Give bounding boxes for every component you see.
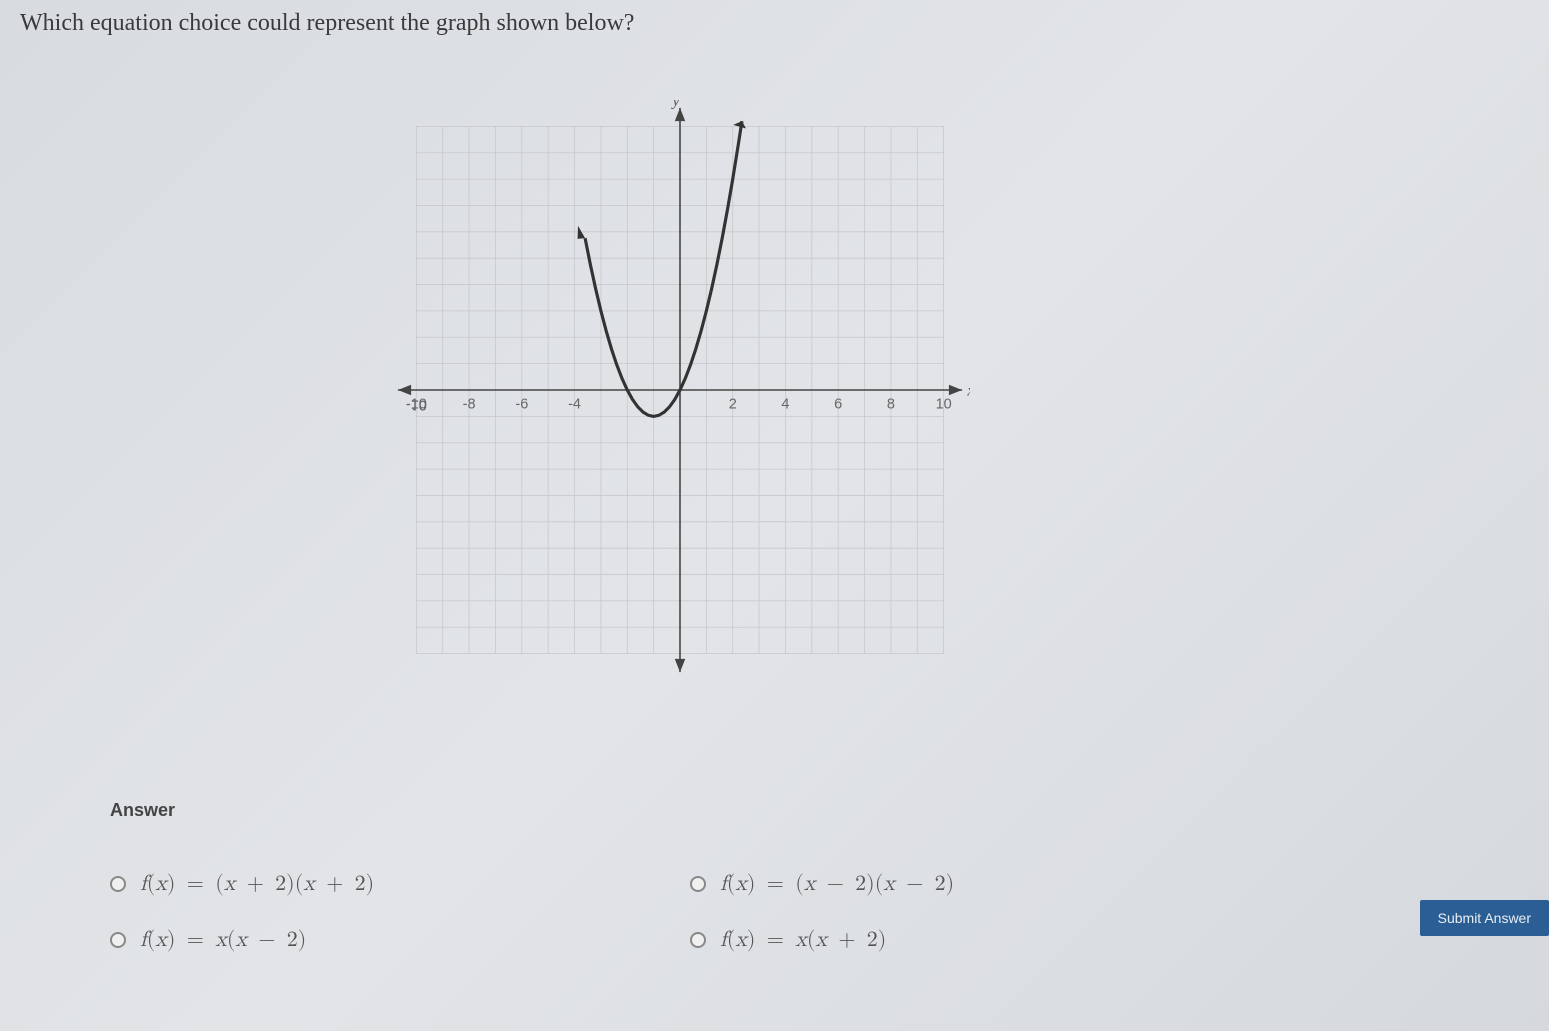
radio-icon[interactable] [110, 932, 126, 948]
x-axis-label: x [966, 382, 970, 399]
radio-icon[interactable] [690, 932, 706, 948]
submit-answer-button[interactable]: Submit Answer [1420, 900, 1549, 936]
svg-text:8: 8 [887, 396, 895, 412]
svg-text:6: 6 [834, 396, 842, 412]
option-b-text: f(x) = (x − 2)(x − 2) [720, 871, 954, 897]
radio-icon[interactable] [690, 876, 706, 892]
function-curve [585, 121, 742, 416]
graph-svg: -10 -10 -8 -6 -4 2 4 6 8 10 x y [390, 100, 970, 680]
option-b[interactable]: f(x) = (x − 2)(x − 2) [690, 871, 1230, 897]
answer-section: Answer f(x) = (x + 2)(x + 2) f(x) = (x −… [110, 800, 1310, 953]
svg-text:10: 10 [936, 396, 952, 412]
option-a-text: f(x) = (x + 2)(x + 2) [140, 871, 374, 897]
svg-text:-8: -8 [463, 396, 476, 412]
option-d[interactable]: f(x) = x(x + 2) [690, 927, 1230, 953]
y-axis-label: y [671, 100, 681, 109]
svg-text:-4: -4 [568, 396, 581, 412]
option-a[interactable]: f(x) = (x + 2)(x + 2) [110, 871, 650, 897]
svg-text:-10: -10 [406, 396, 427, 412]
option-c-text: f(x) = x(x − 2) [140, 927, 306, 953]
radio-icon[interactable] [110, 876, 126, 892]
question-text: Which equation choice could represent th… [20, 10, 634, 37]
svg-text:-6: -6 [515, 396, 528, 412]
graph-container: -10 -10 -8 -6 -4 2 4 6 8 10 x y [390, 100, 970, 680]
svg-text:4: 4 [781, 396, 789, 412]
option-d-text: f(x) = x(x + 2) [720, 927, 886, 953]
option-c[interactable]: f(x) = x(x − 2) [110, 927, 650, 953]
svg-text:2: 2 [729, 396, 737, 412]
answer-label: Answer [110, 800, 1310, 821]
